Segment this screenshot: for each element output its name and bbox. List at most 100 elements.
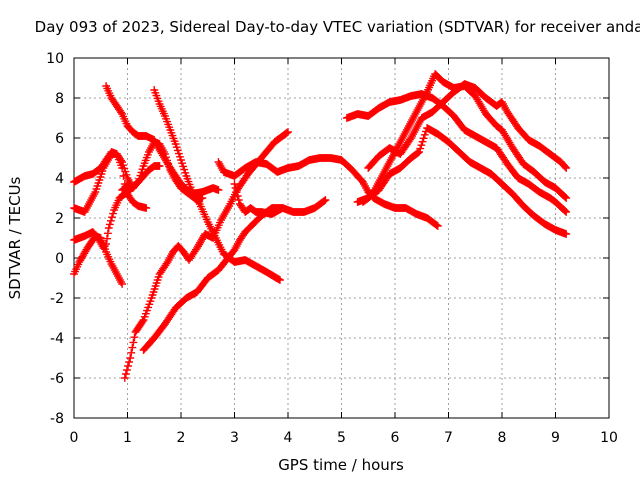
chart-title: Day 093 of 2023, Sidereal Day-to-day VTE… <box>35 18 640 36</box>
data-point <box>96 173 105 181</box>
data-point <box>124 362 132 370</box>
data-point <box>163 156 171 165</box>
data-point <box>562 164 571 172</box>
data-point <box>165 162 174 171</box>
series-12 <box>342 90 571 216</box>
data-point <box>432 221 441 230</box>
data-points <box>70 70 571 382</box>
series-10 <box>214 154 442 230</box>
data-point <box>152 279 161 287</box>
data-point <box>141 309 150 318</box>
data-point <box>283 128 291 137</box>
data-point <box>93 182 102 190</box>
data-point <box>414 148 422 157</box>
data-point <box>103 234 111 243</box>
data-point <box>234 196 243 204</box>
x-tick-label: 3 <box>230 430 239 446</box>
data-point <box>230 180 239 188</box>
y-axis-label: SDTVAR / TECUs <box>6 176 24 299</box>
data-point <box>137 168 146 177</box>
data-point <box>134 178 143 186</box>
x-tick-label: 9 <box>551 430 560 446</box>
x-tick-label: 6 <box>391 430 400 446</box>
data-point <box>154 273 163 281</box>
data-point <box>417 141 426 150</box>
y-tick-label: 0 <box>55 251 64 267</box>
data-point <box>561 162 570 171</box>
data-point <box>126 354 135 362</box>
data-point <box>562 194 571 202</box>
data-point <box>562 208 571 216</box>
data-point <box>150 285 159 293</box>
data-point <box>91 188 100 196</box>
series-4 <box>70 162 164 252</box>
series-11 <box>230 180 330 218</box>
series-5 <box>102 82 223 198</box>
y-tick-label: -4 <box>50 331 64 347</box>
data-point <box>119 161 128 170</box>
data-point <box>94 179 103 187</box>
data-point <box>118 280 127 288</box>
data-point <box>180 165 189 174</box>
data-point <box>142 204 151 212</box>
data-point <box>107 216 115 225</box>
data-point <box>123 366 131 374</box>
data-point <box>171 140 180 148</box>
axis-ticks <box>73 57 610 419</box>
data-point <box>153 276 162 284</box>
data-point <box>108 213 116 222</box>
data-point <box>231 184 240 192</box>
data-point <box>138 165 147 174</box>
data-point <box>561 193 570 201</box>
data-point <box>155 162 164 170</box>
data-point <box>119 172 128 180</box>
data-point <box>233 192 242 200</box>
data-point <box>214 186 223 194</box>
data-point <box>561 207 570 215</box>
x-tick-label: 8 <box>498 430 507 446</box>
data-point <box>172 143 181 152</box>
x-axis-label: GPS time / hours <box>278 456 404 474</box>
data-point <box>198 194 207 202</box>
data-point <box>181 168 190 177</box>
data-point <box>128 343 137 352</box>
y-tick-label: 2 <box>55 211 64 227</box>
data-point <box>321 196 330 204</box>
data-point <box>418 137 427 146</box>
data-point <box>176 152 184 161</box>
data-point <box>120 374 129 382</box>
data-point <box>136 171 145 180</box>
series-9 <box>139 204 287 354</box>
x-tick-label: 1 <box>123 430 132 446</box>
data-point <box>120 164 129 173</box>
data-point <box>178 159 186 168</box>
data-point <box>416 144 425 153</box>
x-tick-label: 7 <box>444 430 453 446</box>
data-point <box>121 370 130 378</box>
data-point <box>140 312 149 321</box>
data-point <box>284 128 292 136</box>
series-7 <box>150 86 284 284</box>
data-point <box>276 276 284 284</box>
y-tick-label: 4 <box>55 171 64 187</box>
y-tick-label: 10 <box>46 51 64 67</box>
grid-lines <box>74 58 609 418</box>
data-point <box>174 149 183 158</box>
x-tick-label: 10 <box>600 430 618 446</box>
data-point <box>121 167 130 176</box>
data-point <box>143 306 151 315</box>
data-point <box>139 316 148 324</box>
x-tick-label: 4 <box>284 430 293 446</box>
data-point <box>122 170 131 179</box>
data-point <box>130 333 139 342</box>
series-14 <box>364 80 571 172</box>
data-point <box>415 148 423 156</box>
data-point <box>109 209 117 218</box>
y-tick-label: -6 <box>50 371 64 387</box>
data-point <box>127 348 136 357</box>
data-point <box>147 294 156 302</box>
data-point <box>104 224 113 232</box>
data-point <box>135 174 144 183</box>
data-point <box>149 288 158 296</box>
